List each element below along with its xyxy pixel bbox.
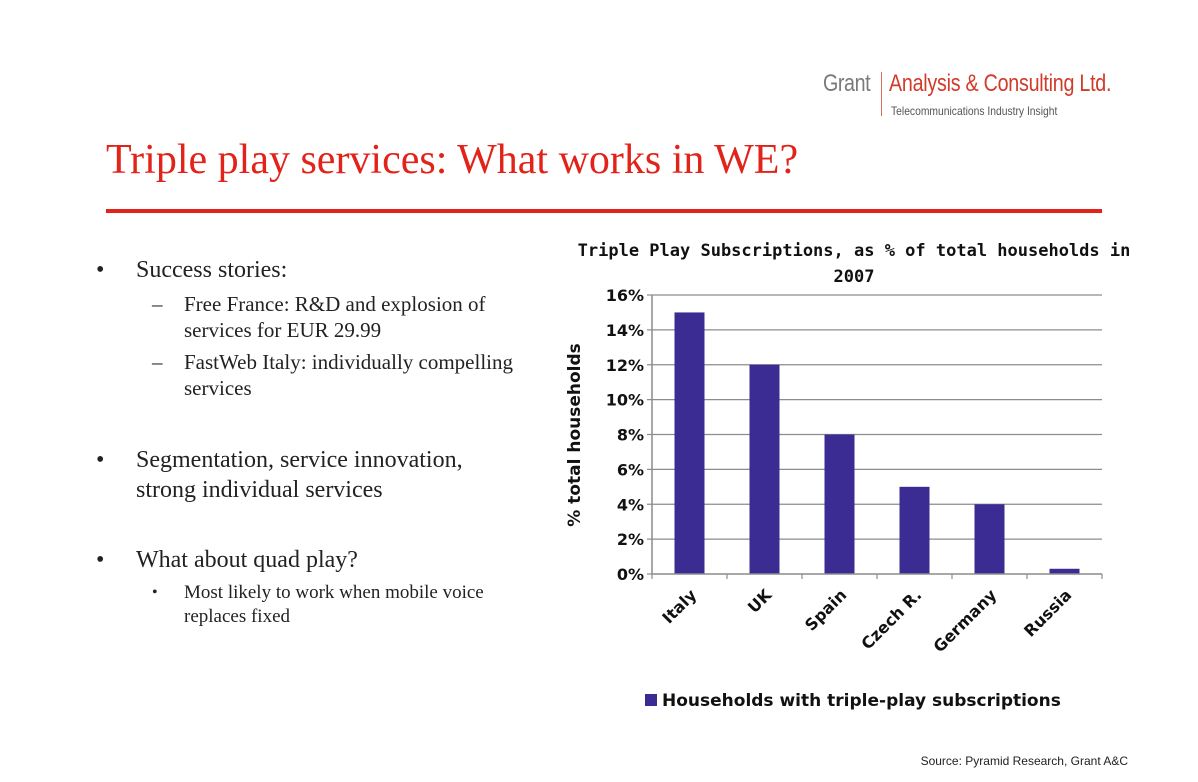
bar <box>899 486 930 574</box>
bullet-item: • What about quad play? <box>96 547 358 573</box>
y-axis-label: % total households <box>565 343 585 527</box>
bullet-list: • Success stories: – Free France: R&D and … <box>96 255 516 629</box>
y-tick-label: 8% <box>617 426 644 445</box>
logo-divider <box>881 72 882 116</box>
source-note: Source: Pyramid Research, Grant A&C <box>920 754 1128 768</box>
y-tick-label: 12% <box>606 356 644 375</box>
bar <box>974 504 1005 574</box>
logo-company-name: Analysis & Consulting Ltd. <box>889 70 1112 97</box>
x-tick-label: UK <box>744 585 776 617</box>
sub-bullet-item: – FastWeb Italy: individually compelling … <box>152 350 514 400</box>
sub-bullet-item: – Free France: R&D and explosion of servi… <box>152 292 486 342</box>
bar <box>749 364 780 574</box>
logo-tagline: Telecommunications Industry Insight <box>891 104 1058 118</box>
y-tick-labels: 0% 2% 4% 6% 8% 10% 12% 14% 16% <box>606 286 644 584</box>
y-tick-label: 14% <box>606 321 644 340</box>
y-tick-label: 16% <box>606 286 644 305</box>
title-underline <box>106 209 1102 213</box>
bullet-text: Segmentation, service innovation, strong… <box>136 447 463 503</box>
bar <box>1049 568 1080 574</box>
sub-bullet-text: Most likely to work when mobile voice re… <box>184 582 484 627</box>
y-tick-label: 10% <box>606 391 644 410</box>
bullet-item: • Segmentation, service innovation, stron… <box>96 447 463 503</box>
gridlines <box>652 294 1102 540</box>
x-tick-label: Germany <box>929 585 1000 656</box>
x-tick-labels: Italy UK Spain Czech R. Germany Russia <box>658 585 1075 656</box>
y-tick-label: 2% <box>617 530 644 549</box>
bar-chart: Triple Play Subscriptions, as % of total… <box>565 241 1131 711</box>
sub-bullet-text: Free France: R&D and explosion of servic… <box>184 292 486 342</box>
chart-legend: Households with triple-play subscription… <box>645 691 1061 711</box>
bullet-text: Success stories: <box>136 257 288 283</box>
bullet-text: What about quad play? <box>136 547 358 573</box>
x-tick-label: Italy <box>658 585 700 627</box>
slide-title: Triple play services: What works in WE? <box>106 137 799 183</box>
bullet-item: • Success stories: <box>96 257 288 283</box>
y-tick-label: 6% <box>617 460 644 479</box>
bars <box>674 312 1080 574</box>
legend-label: Households with triple-play subscription… <box>662 691 1061 711</box>
legend-swatch <box>645 694 657 706</box>
axes <box>647 294 1103 579</box>
y-tick-label: 4% <box>617 495 644 514</box>
y-tick-label: 0% <box>617 565 644 584</box>
chart-title-line: Triple Play Subscriptions, as % of total… <box>578 241 1131 261</box>
x-tick-label: Russia <box>1020 585 1075 640</box>
bar <box>824 434 855 574</box>
logo-brand: Grant <box>823 70 871 97</box>
bar <box>674 312 705 574</box>
chart-title-line: 2007 <box>834 267 875 287</box>
sub-bullet-text: FastWeb Italy: individually compelling s… <box>184 350 514 400</box>
x-tick-label: Czech R. <box>857 585 925 653</box>
company-logo: Grant Analysis & Consulting Ltd. Telecom… <box>823 68 1133 123</box>
x-tick-label: Spain <box>801 585 850 634</box>
sub-bullet-item: • Most likely to work when mobile voice r… <box>152 582 484 627</box>
